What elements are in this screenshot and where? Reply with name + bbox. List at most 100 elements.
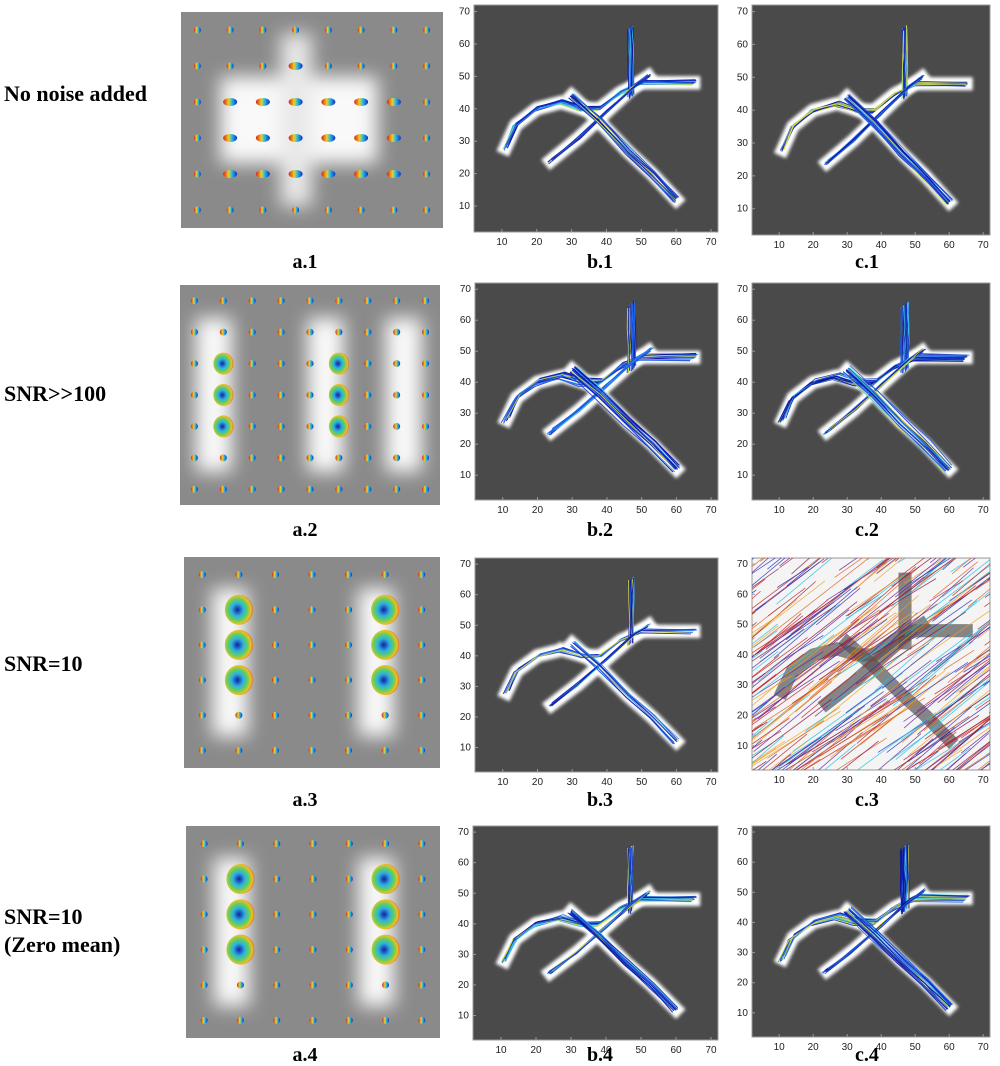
fiber xyxy=(957,621,990,648)
x-tick-label: 40 xyxy=(601,505,613,516)
glyph xyxy=(198,571,206,579)
fiber xyxy=(752,718,773,737)
fiber xyxy=(752,686,786,716)
fiber xyxy=(752,558,769,574)
glyph xyxy=(357,206,365,214)
fiber xyxy=(571,645,675,744)
glyph xyxy=(382,1016,390,1024)
glyph xyxy=(226,864,255,894)
glyph xyxy=(271,746,279,754)
row-label: (Zero mean) xyxy=(4,932,120,957)
fiber xyxy=(752,699,832,759)
fiber xyxy=(809,612,907,699)
fiber xyxy=(901,848,905,912)
glyph xyxy=(248,485,256,493)
glyph xyxy=(364,328,372,336)
y-tick-label: 50 xyxy=(737,72,749,83)
fiber xyxy=(915,599,973,640)
fiber xyxy=(815,587,861,626)
fiber xyxy=(752,676,786,707)
glyph xyxy=(288,98,303,106)
fiber xyxy=(845,593,886,620)
y-tick-label: 30 xyxy=(737,948,749,959)
glyph xyxy=(248,391,256,399)
glyph xyxy=(335,485,343,493)
glyph xyxy=(324,62,332,70)
glyph xyxy=(418,571,426,579)
fiber xyxy=(845,371,947,471)
x-tick-label: 40 xyxy=(876,505,888,516)
panel: 10 10 20 20 30 30 40 40 50 50 60 60 70 70 c.4 xyxy=(737,825,991,1066)
fiber xyxy=(897,738,934,770)
fiber xyxy=(752,747,777,765)
fiber xyxy=(862,635,902,669)
fiber xyxy=(852,578,937,630)
fiber xyxy=(957,717,990,747)
panel-label: a.3 xyxy=(293,789,318,811)
glyph xyxy=(345,840,353,848)
glyph xyxy=(271,606,279,614)
glyph xyxy=(224,594,253,625)
glyph xyxy=(390,26,398,34)
glyph xyxy=(423,62,431,70)
fiber xyxy=(752,710,841,767)
y-tick-label: 60 xyxy=(459,39,471,50)
y-tick-label: 50 xyxy=(737,887,749,898)
plot-content xyxy=(752,558,990,770)
y-tick-label: 70 xyxy=(460,559,472,570)
fiber xyxy=(752,660,840,719)
fiber xyxy=(886,643,930,672)
x-tick-label: 20 xyxy=(531,237,543,248)
x-tick-label: 30 xyxy=(842,775,854,786)
fiber xyxy=(786,709,859,763)
glyph xyxy=(190,360,198,368)
fiber xyxy=(845,685,884,714)
glyph xyxy=(259,26,267,34)
glyph xyxy=(190,297,198,305)
x-tick-label: 10 xyxy=(497,777,509,788)
glyph xyxy=(226,206,234,214)
fiber xyxy=(752,637,808,679)
fiber xyxy=(752,740,786,764)
glyph xyxy=(393,485,401,493)
x-tick-label: 60 xyxy=(671,237,683,248)
fiber xyxy=(795,736,847,770)
panel: 10 10 20 20 30 30 40 40 50 50 60 60 70 70 c.3 xyxy=(737,557,991,811)
x-tick-label: 20 xyxy=(808,1042,820,1053)
fiber xyxy=(877,680,990,753)
glyph xyxy=(328,415,349,438)
x-tick-label: 30 xyxy=(566,237,578,248)
x-tick-label: 20 xyxy=(532,777,544,788)
glyph xyxy=(273,875,281,883)
fiber xyxy=(752,651,779,673)
fiber xyxy=(910,558,952,584)
x-tick-label: 10 xyxy=(497,505,509,516)
glyph xyxy=(271,676,279,684)
fiber xyxy=(752,558,786,586)
fiber xyxy=(858,558,894,587)
glyph xyxy=(354,134,369,142)
glyph xyxy=(371,864,400,894)
glyph xyxy=(308,746,316,754)
fiber xyxy=(977,619,990,630)
fiber xyxy=(752,735,784,764)
glyph xyxy=(224,665,253,696)
fiber xyxy=(876,558,892,569)
x-tick-label: 40 xyxy=(600,1045,612,1056)
x-tick-label: 50 xyxy=(636,237,648,248)
fiber xyxy=(904,846,908,909)
fiber xyxy=(876,558,899,575)
fiber xyxy=(910,610,990,666)
fiber xyxy=(570,645,675,745)
glyph xyxy=(259,206,267,214)
fiber xyxy=(757,667,819,720)
fiber xyxy=(570,97,677,202)
fiber xyxy=(752,609,850,689)
fiber xyxy=(548,625,649,707)
glyph xyxy=(306,422,314,430)
fiber xyxy=(824,894,921,975)
y-tick-label: 50 xyxy=(460,346,472,357)
fiber xyxy=(759,588,852,659)
fiber xyxy=(848,96,950,203)
glyph xyxy=(309,1016,317,1024)
